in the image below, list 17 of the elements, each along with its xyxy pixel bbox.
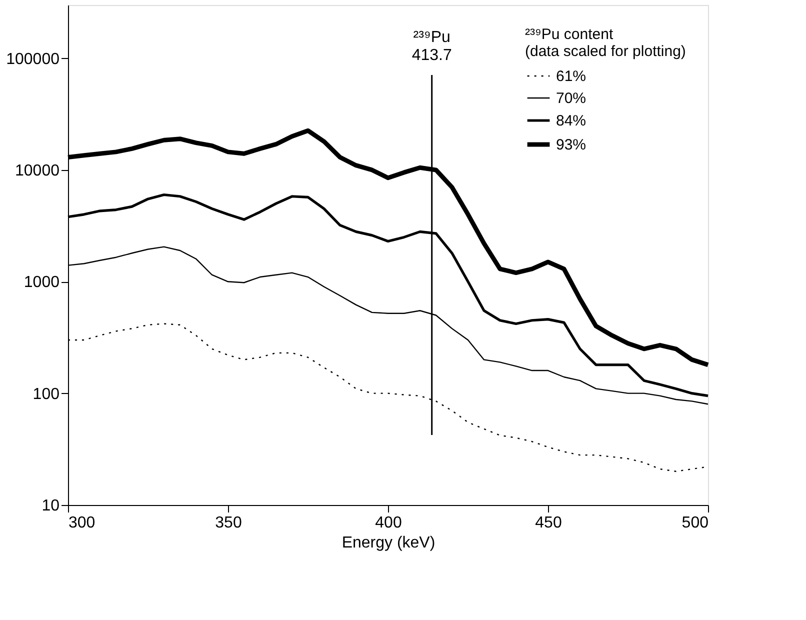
y-tick-label: 100000	[6, 50, 60, 68]
y-tick-label: 10	[42, 498, 60, 514]
x-tick-label: 350	[215, 514, 242, 532]
x-tick-label: 400	[375, 514, 402, 532]
legend-label: 93%	[556, 136, 586, 154]
legend-label: 70%	[556, 90, 586, 107]
x-axis-title: Energy (keV)	[342, 534, 436, 552]
ref-line-label: ²³⁹Pu 413.7	[412, 29, 452, 64]
x-tick-label: 500	[682, 514, 709, 532]
y-tick-label: 100	[32, 386, 60, 403]
legend-title: ²³⁹Pu content (data scaled for plotting)	[525, 26, 686, 60]
legend-label: 61%	[556, 68, 586, 85]
y-tick-label: 1000	[24, 274, 60, 292]
legend-label: 84%	[556, 112, 586, 130]
x-tick-label: 450	[535, 514, 562, 532]
y-tick-label: 10000	[15, 162, 60, 180]
x-tick-label: 300	[68, 514, 96, 532]
